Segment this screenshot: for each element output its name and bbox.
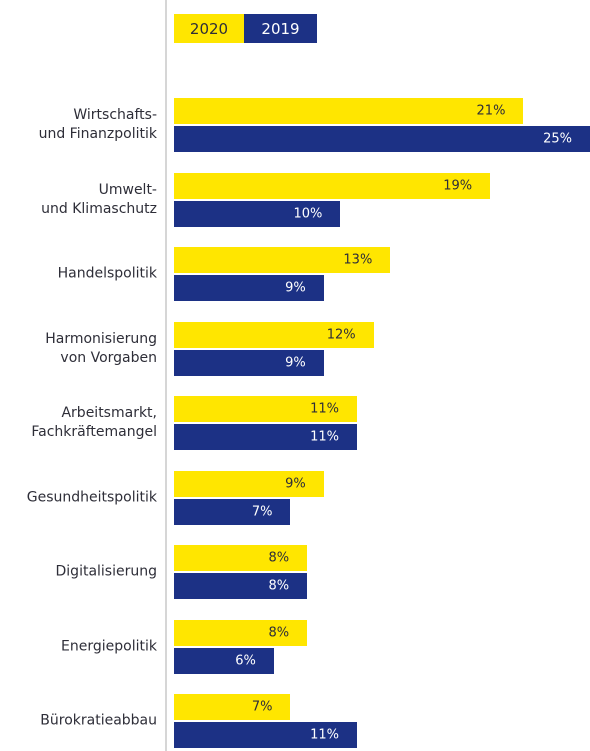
- bar: 11%: [174, 722, 358, 748]
- value-label: 11%: [310, 429, 340, 445]
- bar: 8%: [174, 573, 308, 599]
- value-label: 6%: [235, 653, 256, 668]
- value-label: 9%: [285, 355, 306, 370]
- bar: 10%: [174, 200, 341, 227]
- category-label: Wirtschafts- und Finanzpolitik: [38, 107, 157, 142]
- value-label: 25%: [543, 131, 572, 147]
- bar: 11%: [174, 396, 358, 422]
- category-label: Gesundheitspolitik: [26, 489, 157, 505]
- value-label: 8%: [268, 550, 290, 566]
- category-label: Handelspolitik: [57, 265, 157, 282]
- bar: 19%: [174, 172, 491, 199]
- bar: 7%: [174, 694, 291, 720]
- value-label: 11%: [310, 727, 340, 743]
- bar: 8%: [174, 619, 308, 646]
- bar: 12%: [174, 321, 374, 348]
- value-label: 8%: [268, 625, 290, 640]
- value-label: 7%: [251, 699, 273, 715]
- bar: 6%: [174, 647, 274, 674]
- value-label: 13%: [343, 252, 373, 268]
- axis-line: [165, 0, 167, 751]
- value-label: 21%: [476, 103, 506, 119]
- bar: 13%: [174, 247, 391, 273]
- value-label: 9%: [285, 476, 306, 491]
- value-label: 10%: [293, 206, 323, 221]
- value-label: 9%: [285, 280, 306, 296]
- bar: 9%: [174, 349, 324, 376]
- bar: 11%: [174, 424, 358, 450]
- legend-item: 2020: [174, 14, 244, 43]
- value-label: 7%: [251, 504, 273, 519]
- value-label: 19%: [443, 178, 473, 193]
- category-label: Bürokratieabbau: [40, 712, 157, 729]
- legend-item: 2019: [244, 14, 317, 43]
- category-label: Arbeitsmarkt, Fachkräftemangel: [31, 405, 157, 440]
- value-label: 11%: [310, 401, 340, 417]
- value-label: 12%: [326, 327, 356, 342]
- bar: 21%: [174, 98, 524, 124]
- category-label: Harmonisierung von Vorgaben: [45, 330, 157, 366]
- bar: 7%: [174, 498, 291, 525]
- value-label: 8%: [268, 578, 290, 594]
- bar: 25%: [174, 126, 590, 152]
- bar: 8%: [174, 545, 308, 571]
- bar: 9%: [174, 275, 324, 301]
- category-label: Energiepolitik: [61, 638, 157, 654]
- category-label: Umwelt- und Klimaschutz: [41, 181, 157, 217]
- bar: 9%: [174, 470, 324, 497]
- category-label: Digitalisierung: [55, 563, 157, 580]
